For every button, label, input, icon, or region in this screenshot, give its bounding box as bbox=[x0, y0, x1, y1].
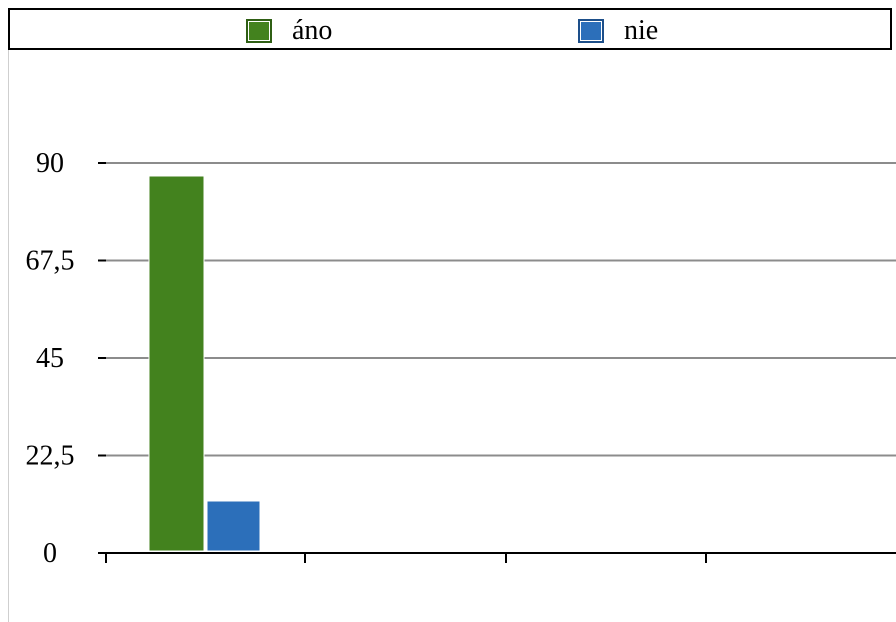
y-tick-label-3: 67,5 bbox=[26, 246, 75, 277]
legend: áno nie bbox=[8, 8, 892, 50]
bar-áno-0 bbox=[148, 175, 205, 552]
legend-item-ano: áno bbox=[246, 15, 333, 46]
y-tick-label-4: 90 bbox=[36, 148, 64, 179]
legend-label-ano: áno bbox=[292, 15, 333, 46]
plot-left-border bbox=[8, 50, 9, 622]
bar-nie-0 bbox=[206, 500, 261, 552]
y-tick-label-0: 0 bbox=[43, 538, 57, 569]
legend-label-nie: nie bbox=[624, 15, 659, 46]
y-tick-label-2: 45 bbox=[36, 343, 64, 374]
legend-item-nie: nie bbox=[578, 15, 659, 46]
legend-swatch-ano bbox=[246, 19, 272, 43]
y-tick-label-1: 22,5 bbox=[26, 441, 75, 472]
legend-swatch-nie bbox=[578, 19, 604, 43]
